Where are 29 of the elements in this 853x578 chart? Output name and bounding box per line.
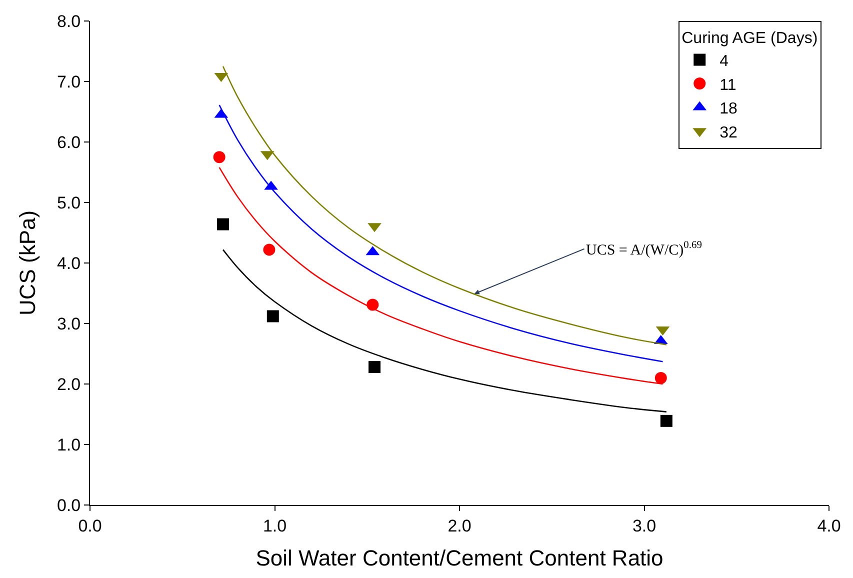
legend-title: Curing AGE (Days) <box>682 30 818 47</box>
y-tick-label: 2.0 <box>56 374 81 394</box>
y-tick-label: 3.0 <box>56 314 81 334</box>
legend-label: 18 <box>720 100 738 118</box>
legend-label: 32 <box>720 124 738 142</box>
point <box>213 151 226 164</box>
y-tick-label: 1.0 <box>56 435 81 454</box>
x-tick-label: 3.0 <box>632 516 656 536</box>
y-tick-label: 0.0 <box>56 496 81 515</box>
y-tick-label: 7.0 <box>56 72 81 92</box>
point <box>368 361 381 374</box>
point <box>217 218 230 230</box>
y-tick-label: 5.0 <box>56 193 81 212</box>
x-axis-title: Soil Water Content/Cement Content Ratio <box>256 545 664 570</box>
y-tick-label: 8.0 <box>56 12 81 31</box>
x-tick-label: 2.0 <box>448 516 472 536</box>
legend-label: 11 <box>720 76 736 94</box>
point <box>660 414 672 427</box>
legend-label: 4 <box>720 52 729 70</box>
y-tick-label: 4.0 <box>56 254 81 273</box>
point <box>266 310 279 322</box>
annotation: UCS = A/(W/C)$^{0.69}$ <box>586 240 702 258</box>
point <box>263 244 276 256</box>
x-tick-label: 4.0 <box>817 516 841 536</box>
x-tick-label: 0.0 <box>78 516 102 536</box>
x-tick-label: 1.0 <box>262 516 287 536</box>
point <box>654 372 667 384</box>
y-axis-title: UCS (kPa) <box>14 210 40 316</box>
y-tick-label: 6.0 <box>56 132 81 152</box>
